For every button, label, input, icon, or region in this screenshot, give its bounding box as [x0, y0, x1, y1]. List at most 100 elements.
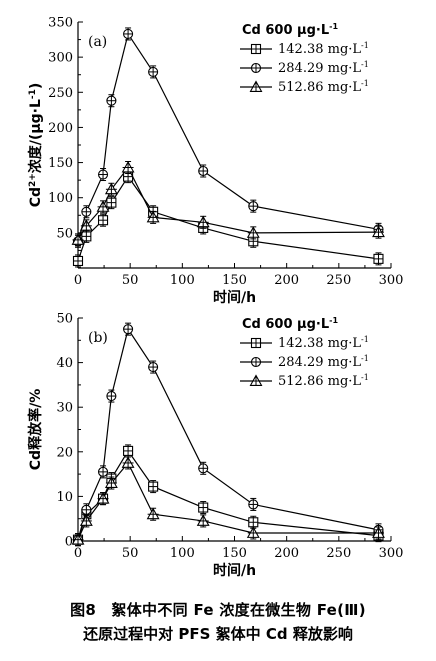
data-point: [97, 169, 109, 180]
data-point: [81, 504, 92, 515]
data-point: [146, 210, 160, 223]
legend-label: 142.38 mg·L-1: [278, 41, 369, 57]
legend-label: 512.86 mg·L-1: [278, 79, 369, 95]
data-point: [248, 499, 259, 510]
x-tick-label: 150: [222, 546, 247, 561]
data-point: [79, 219, 93, 231]
x-tick-label: 150: [222, 273, 247, 288]
data-point: [373, 253, 384, 264]
figure-caption: 图8 絮体中不同 Fe 浓度在微生物 Fe(Ⅲ) 还原过程中对 PFS 絮体中 …: [0, 598, 436, 646]
y-tick-label: 100: [48, 191, 73, 206]
data-point: [246, 226, 260, 238]
y-tick-label: 30: [56, 401, 73, 416]
data-point: [71, 233, 85, 245]
data-point: [123, 324, 134, 335]
x-tick-label: 300: [379, 546, 404, 561]
caption-line-2: 还原过程中对 PFS 絮体中 Cd 释放影响: [83, 625, 353, 643]
legend-label: 284.29 mg·L-1: [278, 354, 369, 370]
x-tick-label: 100: [170, 546, 195, 561]
x-tick-label: 200: [274, 273, 299, 288]
data-point: [79, 514, 93, 526]
x-axis-label: 时间/h: [213, 289, 256, 306]
x-tick-label: 200: [274, 546, 299, 561]
legend-marker: [250, 62, 262, 74]
legend-label: 512.86 mg·L-1: [278, 373, 369, 389]
y-tick-label: 10: [56, 490, 73, 505]
data-point: [104, 476, 118, 488]
data-point: [104, 182, 118, 195]
x-tick-label: 250: [326, 273, 351, 288]
data-point: [246, 526, 260, 538]
data-point: [72, 255, 84, 267]
data-point: [372, 225, 385, 238]
series-line: [77, 461, 379, 540]
data-point: [198, 463, 209, 474]
legend-marker: [250, 337, 262, 349]
legend-item: 512.86 mg·L-1: [240, 79, 369, 95]
y-tick-label: 200: [48, 121, 73, 136]
series-triangle: [71, 456, 385, 547]
data-point: [198, 165, 209, 177]
legend-item: 284.29 mg·L-1: [240, 60, 369, 76]
data-point: [123, 445, 134, 456]
data-point: [248, 201, 259, 212]
data-point: [372, 526, 385, 538]
legend-item: 142.38 mg·L-1: [240, 335, 369, 351]
data-point: [248, 517, 259, 528]
data-point: [123, 28, 134, 39]
[object SVGGElement]: Cd释放率/%: [27, 389, 44, 470]
chart-panel-a: 0 50 100 150 200 250 300 50 100 150 200 250 300 350 时间…: [27, 16, 403, 307]
series-square: [72, 170, 384, 268]
panel-label: (b): [88, 330, 108, 346]
series-triangle: [71, 160, 385, 247]
x-tick-label: 50: [122, 273, 139, 288]
data-point: [198, 502, 209, 513]
legend-item: 512.86 mg·L-1: [240, 373, 369, 389]
y-tick-label: 300: [48, 51, 73, 66]
legend-item: 284.29 mg·L-1: [240, 354, 369, 370]
y-tick-label: 0: [65, 535, 73, 550]
figure: 0 50 100 150 200 250 30050100150200250300350时间…: [27, 16, 403, 580]
data-point: [196, 514, 210, 526]
data-point: [97, 466, 109, 477]
x-tick-label: 250: [326, 546, 351, 561]
chart-panel-b: 0 50 100 150 200 250 300 0 10 20 30 40 50 时间/h Cd释放率/%…: [27, 312, 403, 580]
data-point: [81, 206, 92, 217]
data-point: [96, 200, 110, 212]
legend-label: 284.29 mg·L-1: [278, 60, 369, 76]
y-tick-label: 50: [56, 312, 73, 327]
series-square: [72, 444, 384, 547]
y-tick-label: 50: [56, 226, 73, 241]
legend-marker: [250, 356, 262, 368]
y-axis-label: Cd2+浓度/(μg·L-1): [27, 83, 44, 208]
legend: Cd 600 μg·L-1 142.38 mg·L-1 284.29 mg·L-1 5…: [240, 22, 369, 95]
x-tick-label: 100: [170, 273, 195, 288]
data-point: [121, 160, 135, 173]
x-axis-label: 时间/h: [213, 562, 256, 579]
x-tick-label: 0: [74, 546, 82, 561]
legend-marker: [249, 374, 263, 386]
data-point: [97, 215, 109, 226]
data-point: [96, 491, 110, 504]
data-point: [121, 456, 135, 468]
legend: Cd 600 μg·L-1 142.38 mg·L-1 284.29 mg·L-1 5…: [240, 316, 369, 389]
data-point: [106, 390, 117, 402]
y-tick-label: 40: [56, 356, 73, 371]
x-tick-label: 50: [122, 546, 139, 561]
data-point: [71, 533, 85, 545]
caption-line-1: 图8 絮体中不同 Fe 浓度在微生物 Fe(Ⅲ): [70, 601, 366, 619]
data-point: [148, 481, 159, 492]
data-point: [196, 215, 210, 228]
x-tick-label: 0: [74, 273, 82, 288]
legend-title: Cd 600 μg·L-1: [242, 316, 338, 332]
data-point: [146, 507, 160, 520]
y-tick-label: 20: [56, 445, 73, 460]
legend-item: 142.38 mg·L-1: [240, 41, 369, 57]
y-tick-label: 250: [48, 86, 73, 101]
legend-marker: [250, 43, 262, 55]
data-point: [106, 95, 117, 106]
panel-label: (a): [88, 34, 107, 50]
x-tick-label: 300: [379, 273, 404, 288]
data-point: [148, 362, 159, 373]
y-tick-label: 150: [48, 156, 73, 171]
